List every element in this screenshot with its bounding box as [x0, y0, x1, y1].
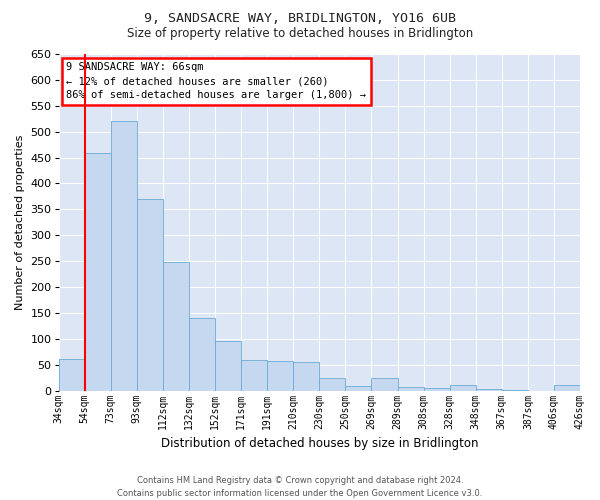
- Text: 9 SANDSACRE WAY: 66sqm
← 12% of detached houses are smaller (260)
86% of semi-de: 9 SANDSACRE WAY: 66sqm ← 12% of detached…: [67, 62, 367, 100]
- Text: Contains HM Land Registry data © Crown copyright and database right 2024.
Contai: Contains HM Land Registry data © Crown c…: [118, 476, 482, 498]
- Bar: [371, 378, 398, 390]
- Bar: [554, 386, 580, 390]
- Bar: [111, 122, 137, 390]
- Bar: [346, 386, 371, 390]
- Text: 9, SANDSACRE WAY, BRIDLINGTON, YO16 6UB: 9, SANDSACRE WAY, BRIDLINGTON, YO16 6UB: [144, 12, 456, 26]
- Y-axis label: Number of detached properties: Number of detached properties: [15, 134, 25, 310]
- Bar: [137, 199, 163, 390]
- Bar: [424, 388, 449, 390]
- Bar: [449, 386, 476, 390]
- Bar: [267, 361, 293, 390]
- Bar: [59, 358, 85, 390]
- Text: Size of property relative to detached houses in Bridlington: Size of property relative to detached ho…: [127, 28, 473, 40]
- Bar: [163, 262, 189, 390]
- Bar: [319, 378, 346, 390]
- Bar: [241, 360, 267, 390]
- Bar: [293, 362, 319, 390]
- Bar: [85, 154, 111, 390]
- Bar: [189, 318, 215, 390]
- Bar: [215, 342, 241, 390]
- Bar: [476, 389, 502, 390]
- X-axis label: Distribution of detached houses by size in Bridlington: Distribution of detached houses by size …: [161, 437, 478, 450]
- Bar: [398, 387, 424, 390]
